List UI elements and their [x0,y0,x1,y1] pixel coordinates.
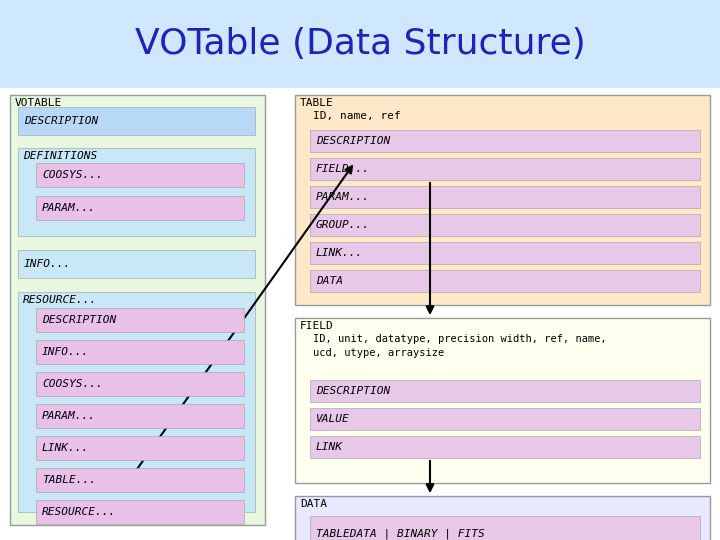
Bar [36,196,244,220]
Text: DESCRIPTION: DESCRIPTION [316,136,390,146]
Text: TABLE...: TABLE... [42,475,96,485]
Text: FIELD...: FIELD... [316,164,370,174]
Bar [18,148,255,236]
Bar [310,436,700,458]
Text: COOSYS...: COOSYS... [42,170,103,180]
Text: PARAM...: PARAM... [42,411,96,421]
Text: DESCRIPTION: DESCRIPTION [42,315,116,325]
Text: DATA: DATA [300,499,327,509]
Bar [310,130,700,152]
Text: ucd, utype, arraysize: ucd, utype, arraysize [313,348,444,358]
Bar [310,214,700,236]
Text: DATA: DATA [316,276,343,286]
Text: LINK: LINK [316,442,343,452]
Text: FIELD: FIELD [300,321,334,331]
Text: ID, name, ref: ID, name, ref [313,111,401,121]
Bar [18,107,255,135]
Bar [295,496,710,540]
Bar [295,318,710,483]
Bar [36,163,244,187]
Text: TABLE: TABLE [300,98,334,108]
Bar [0,88,720,540]
Text: RESOURCE...: RESOURCE... [23,295,97,305]
Bar [310,380,700,402]
Text: PARAM...: PARAM... [42,203,96,213]
Text: COOSYS...: COOSYS... [42,379,103,389]
Text: LINK...: LINK... [316,248,364,258]
Bar [310,186,700,208]
Bar [36,468,244,492]
Bar [0,0,720,88]
Text: VOTable (Data Structure): VOTable (Data Structure) [135,27,585,61]
Text: TABLEDATA | BINARY | FITS: TABLEDATA | BINARY | FITS [316,529,485,539]
Text: RESOURCE...: RESOURCE... [42,507,116,517]
Text: INFO...: INFO... [42,347,89,357]
Bar [310,270,700,292]
Text: DEFINITIONS: DEFINITIONS [23,151,97,161]
Bar [10,95,265,525]
Text: GROUP...: GROUP... [316,220,370,230]
Bar [295,95,710,305]
Text: LINK...: LINK... [42,443,89,453]
Bar [36,404,244,428]
Bar [18,250,255,278]
Text: DESCRIPTION: DESCRIPTION [316,386,390,396]
Bar [18,292,255,512]
Text: PARAM...: PARAM... [316,192,370,202]
Bar [310,242,700,264]
Bar [36,308,244,332]
Bar [310,408,700,430]
Text: INFO...: INFO... [24,259,71,269]
Bar [36,372,244,396]
Bar [310,516,700,540]
Text: ID, unit, datatype, precision width, ref, name,: ID, unit, datatype, precision width, ref… [313,334,607,344]
Text: VOTABLE: VOTABLE [15,98,62,108]
Bar [36,436,244,460]
Bar [310,158,700,180]
Bar [36,500,244,524]
Bar [36,340,244,364]
Text: VALUE: VALUE [316,414,350,424]
Text: DESCRIPTION: DESCRIPTION [24,116,98,126]
